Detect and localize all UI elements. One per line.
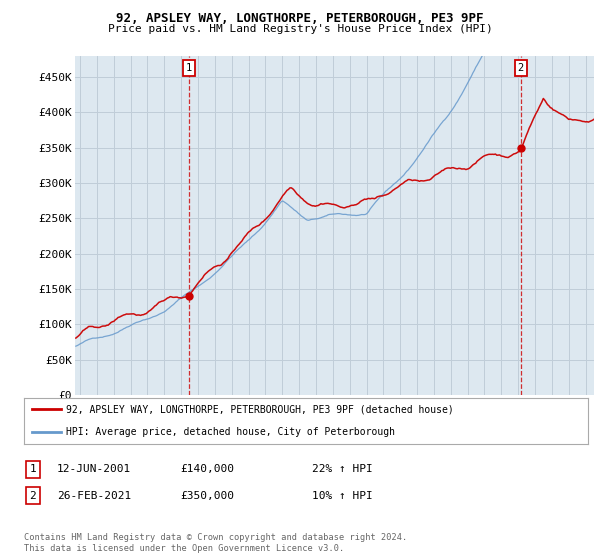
Text: 26-FEB-2021: 26-FEB-2021 [57,491,131,501]
Text: 92, APSLEY WAY, LONGTHORPE, PETERBOROUGH, PE3 9PF (detached house): 92, APSLEY WAY, LONGTHORPE, PETERBOROUGH… [66,404,454,414]
Text: 22% ↑ HPI: 22% ↑ HPI [312,464,373,474]
Text: Contains HM Land Registry data © Crown copyright and database right 2024.
This d: Contains HM Land Registry data © Crown c… [24,533,407,553]
Text: 92, APSLEY WAY, LONGTHORPE, PETERBOROUGH, PE3 9PF: 92, APSLEY WAY, LONGTHORPE, PETERBOROUGH… [116,12,484,25]
Text: 2: 2 [29,491,37,501]
Text: £140,000: £140,000 [180,464,234,474]
Text: HPI: Average price, detached house, City of Peterborough: HPI: Average price, detached house, City… [66,427,395,437]
Text: 2: 2 [518,63,524,73]
Text: 10% ↑ HPI: 10% ↑ HPI [312,491,373,501]
Text: 1: 1 [29,464,37,474]
Text: £350,000: £350,000 [180,491,234,501]
Text: 1: 1 [185,63,191,73]
Text: 12-JUN-2001: 12-JUN-2001 [57,464,131,474]
Text: Price paid vs. HM Land Registry's House Price Index (HPI): Price paid vs. HM Land Registry's House … [107,24,493,34]
